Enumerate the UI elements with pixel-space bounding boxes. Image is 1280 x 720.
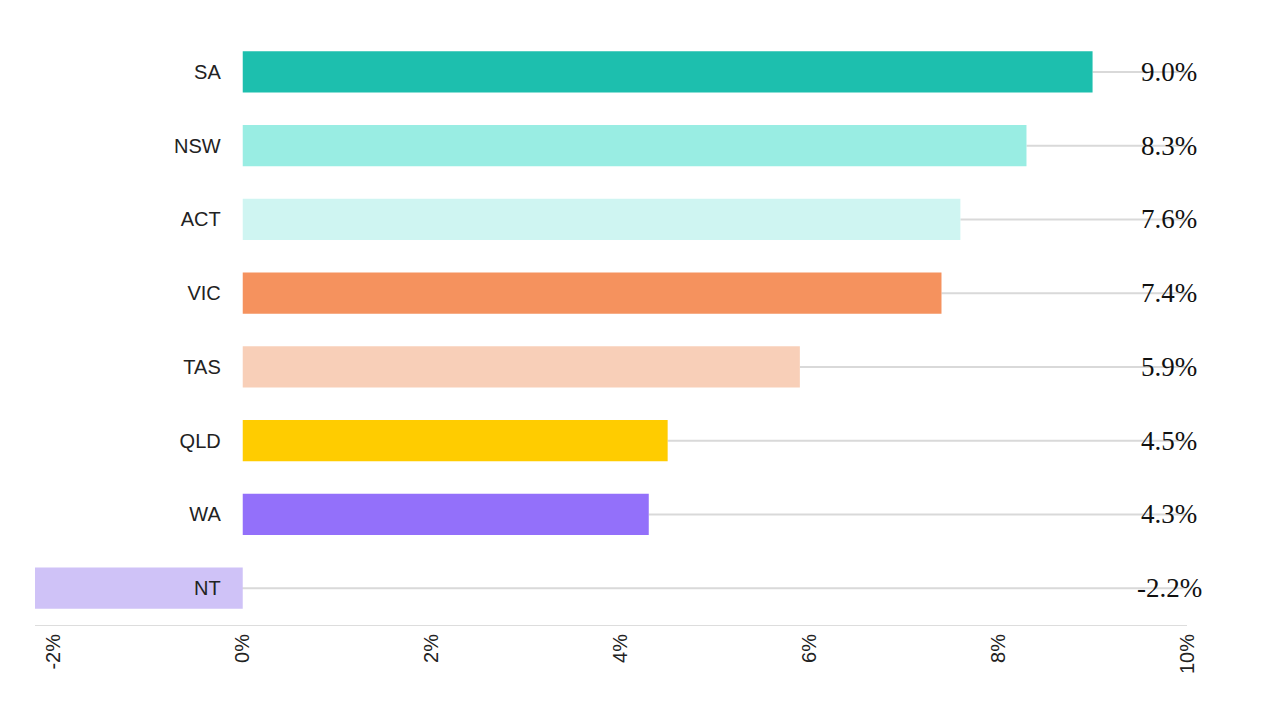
svg-text:4%: 4% <box>609 634 631 663</box>
svg-text:-2.2%: -2.2% <box>1137 573 1202 603</box>
svg-text:0%: 0% <box>231 634 253 663</box>
svg-text:4.5%: 4.5% <box>1141 426 1197 456</box>
svg-text:TAS: TAS <box>183 356 220 378</box>
svg-text:10%: 10% <box>1176 634 1198 674</box>
svg-text:7.6%: 7.6% <box>1141 204 1197 234</box>
svg-text:8%: 8% <box>987 634 1009 663</box>
svg-text:WA: WA <box>189 503 221 525</box>
svg-text:NT: NT <box>194 577 221 599</box>
svg-text:8.3%: 8.3% <box>1141 131 1197 161</box>
svg-text:SA: SA <box>194 61 221 83</box>
svg-text:QLD: QLD <box>180 430 221 452</box>
svg-text:-2%: -2% <box>42 634 64 670</box>
svg-text:4.3%: 4.3% <box>1141 499 1197 529</box>
svg-text:7.4%: 7.4% <box>1141 278 1197 308</box>
svg-text:6%: 6% <box>798 634 820 663</box>
svg-text:2%: 2% <box>420 634 442 663</box>
svg-text:VIC: VIC <box>187 282 220 304</box>
svg-text:NSW: NSW <box>174 135 221 157</box>
svg-text:ACT: ACT <box>181 208 221 230</box>
svg-text:5.9%: 5.9% <box>1141 352 1197 382</box>
svg-text:9.0%: 9.0% <box>1141 57 1197 87</box>
